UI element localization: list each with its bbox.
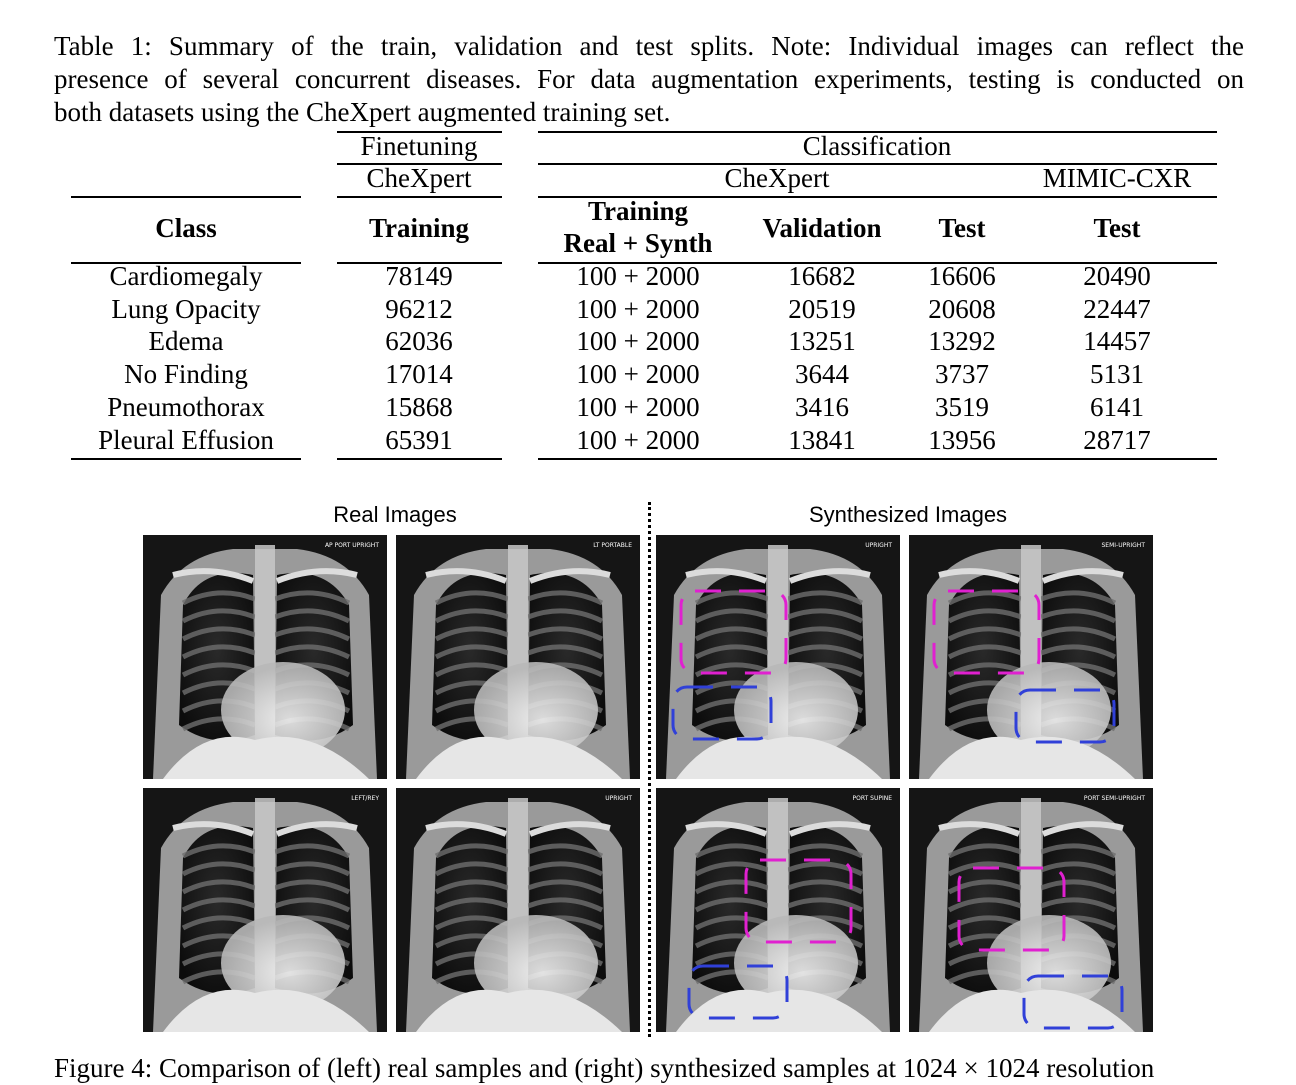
rule-cls-header-bottom bbox=[538, 262, 1217, 264]
rule-class-header-bottom bbox=[71, 262, 301, 264]
rule-cls-bottom bbox=[538, 458, 1217, 460]
blue-dashed-box bbox=[1014, 688, 1116, 744]
cell-validation: 3644 bbox=[795, 359, 849, 389]
xray-marker-text: LEFT/REY bbox=[351, 795, 379, 802]
cell-validation: 13841 bbox=[788, 425, 856, 455]
xray-marker-text: UPRIGHT bbox=[605, 795, 632, 802]
cell-mimic-test: 22447 bbox=[1083, 294, 1151, 324]
rule-training-top bbox=[337, 196, 502, 198]
cell-mimic-test: 5131 bbox=[1090, 359, 1144, 389]
comparison-figure: Real Images Synthesized Images AP PORT U… bbox=[0, 490, 1296, 1050]
rule-training-header-bottom bbox=[337, 262, 502, 264]
table-caption-line-1: Table 1: Summary of the train, validatio… bbox=[54, 31, 1244, 61]
cell-training-synth: 100 + 2000 bbox=[576, 425, 700, 455]
chest-xray-drawing: PORT SUPINE bbox=[656, 788, 900, 1032]
cell-class: Lung Opacity bbox=[111, 294, 261, 324]
cell-mimic-test: 14457 bbox=[1083, 326, 1151, 356]
blue-dashed-box bbox=[671, 685, 773, 741]
rule-training-bottom bbox=[337, 458, 502, 460]
rule-finetuning-sub bbox=[337, 163, 502, 165]
synthesized-images-label: Synthesized Images bbox=[808, 502, 1008, 527]
chest-xray-drawing: LEFT/REY bbox=[143, 788, 387, 1032]
rule-classification-sub bbox=[538, 163, 1217, 165]
figure-divider bbox=[648, 502, 651, 1037]
cell-mimic-test: 6141 bbox=[1090, 392, 1144, 422]
xray-marker-text: LT PORTABLE bbox=[593, 542, 632, 549]
cell-validation: 13251 bbox=[788, 326, 856, 356]
cell-class: Pneumothorax bbox=[107, 392, 265, 422]
header-training-synth-line1: Training bbox=[587, 196, 689, 226]
blue-dashed-box bbox=[687, 964, 789, 1020]
chest-xray-drawing: AP PORT UPRIGHT bbox=[143, 535, 387, 779]
cell-class: No Finding bbox=[124, 359, 248, 389]
group-finetuning: Finetuning bbox=[360, 131, 478, 161]
cell-test: 16606 bbox=[928, 261, 996, 291]
cell-training: 78149 bbox=[385, 261, 453, 291]
cell-mimic-test: 20490 bbox=[1083, 261, 1151, 291]
xray-marker-text: UPRIGHT bbox=[865, 542, 892, 549]
cell-validation: 16682 bbox=[788, 261, 856, 291]
rule-class-top bbox=[71, 196, 301, 198]
header-training-synth-line2: Real + Synth bbox=[563, 228, 713, 258]
xray-real-image: LEFT/REY bbox=[143, 788, 387, 1032]
cell-training: 96212 bbox=[385, 294, 453, 324]
xray-marker-text: SEMI-UPRIGHT bbox=[1102, 542, 1146, 549]
figure-caption-partial: Figure 4: Comparison of (left) real samp… bbox=[54, 1053, 1155, 1083]
xray-real-image: UPRIGHT bbox=[396, 788, 640, 1032]
splits-table: Finetuning Classification CheXpert CheXp… bbox=[0, 0, 1296, 470]
cell-training-synth: 100 + 2000 bbox=[576, 294, 700, 324]
xray-marker-text: AP PORT UPRIGHT bbox=[325, 542, 379, 549]
chest-xray-drawing: SEMI-UPRIGHT bbox=[909, 535, 1153, 779]
cell-training-synth: 100 + 2000 bbox=[576, 359, 700, 389]
cell-test: 20608 bbox=[928, 294, 996, 324]
sub-mimic-cxr: MIMIC-CXR bbox=[1042, 163, 1192, 193]
sub-chexpert-finetune: CheXpert bbox=[366, 163, 472, 193]
cell-training: 62036 bbox=[385, 326, 453, 356]
xray-synth-image: PORT SEMI-UPRIGHT bbox=[909, 788, 1153, 1032]
rule-class-bottom bbox=[71, 458, 301, 460]
chest-xray-drawing: UPRIGHT bbox=[656, 535, 900, 779]
cell-test: 13956 bbox=[928, 425, 996, 455]
cell-test: 3519 bbox=[935, 392, 989, 422]
chest-xray-drawing: PORT SEMI-UPRIGHT bbox=[909, 788, 1153, 1032]
chest-xray-drawing: UPRIGHT bbox=[396, 788, 640, 1032]
cell-training: 65391 bbox=[385, 425, 453, 455]
xray-synth-image: SEMI-UPRIGHT bbox=[909, 535, 1153, 779]
blue-dashed-box bbox=[1022, 974, 1124, 1030]
cell-training: 15868 bbox=[385, 392, 453, 422]
cell-class: Edema bbox=[148, 326, 224, 356]
xray-real-image: AP PORT UPRIGHT bbox=[143, 535, 387, 779]
header-test: Test bbox=[938, 213, 986, 243]
xray-real-image: LT PORTABLE bbox=[396, 535, 640, 779]
group-classification: Classification bbox=[802, 131, 952, 161]
table-caption-line-2: presence of several concurrent diseases.… bbox=[54, 64, 1244, 94]
cell-class: Cardiomegaly bbox=[109, 261, 263, 291]
header-training: Training bbox=[368, 213, 470, 243]
xray-synth-image: UPRIGHT bbox=[656, 535, 900, 779]
xray-marker-text: PORT SUPINE bbox=[852, 795, 892, 802]
xray-marker-text: PORT SEMI-UPRIGHT bbox=[1084, 795, 1145, 802]
cell-training-synth: 100 + 2000 bbox=[576, 392, 700, 422]
header-class: Class bbox=[155, 213, 217, 243]
cell-test: 13292 bbox=[928, 326, 996, 356]
rule-finetuning-top bbox=[337, 131, 502, 133]
rule-classification-top bbox=[538, 131, 1217, 133]
xray-synth-image: PORT SUPINE bbox=[656, 788, 900, 1032]
rule-cls-cols-top bbox=[538, 196, 1217, 198]
cell-mimic-test: 28717 bbox=[1083, 425, 1151, 455]
cell-training: 17014 bbox=[385, 359, 453, 389]
cell-validation: 20519 bbox=[788, 294, 856, 324]
header-mimic-test: Test bbox=[1093, 213, 1141, 243]
cell-training-synth: 100 + 2000 bbox=[576, 326, 700, 356]
table-caption-line-3: both datasets using the CheXpert augment… bbox=[54, 97, 671, 127]
cell-training-synth: 100 + 2000 bbox=[576, 261, 700, 291]
cell-class: Pleural Effusion bbox=[98, 425, 274, 455]
sub-chexpert-classification: CheXpert bbox=[724, 163, 830, 193]
cell-test: 3737 bbox=[935, 359, 989, 389]
cell-validation: 3416 bbox=[795, 392, 849, 422]
header-validation: Validation bbox=[762, 213, 882, 243]
table-caption: Table 1: Summary of the train, validatio… bbox=[54, 30, 1244, 129]
real-images-label: Real Images bbox=[333, 502, 457, 527]
chest-xray-drawing: LT PORTABLE bbox=[396, 535, 640, 779]
